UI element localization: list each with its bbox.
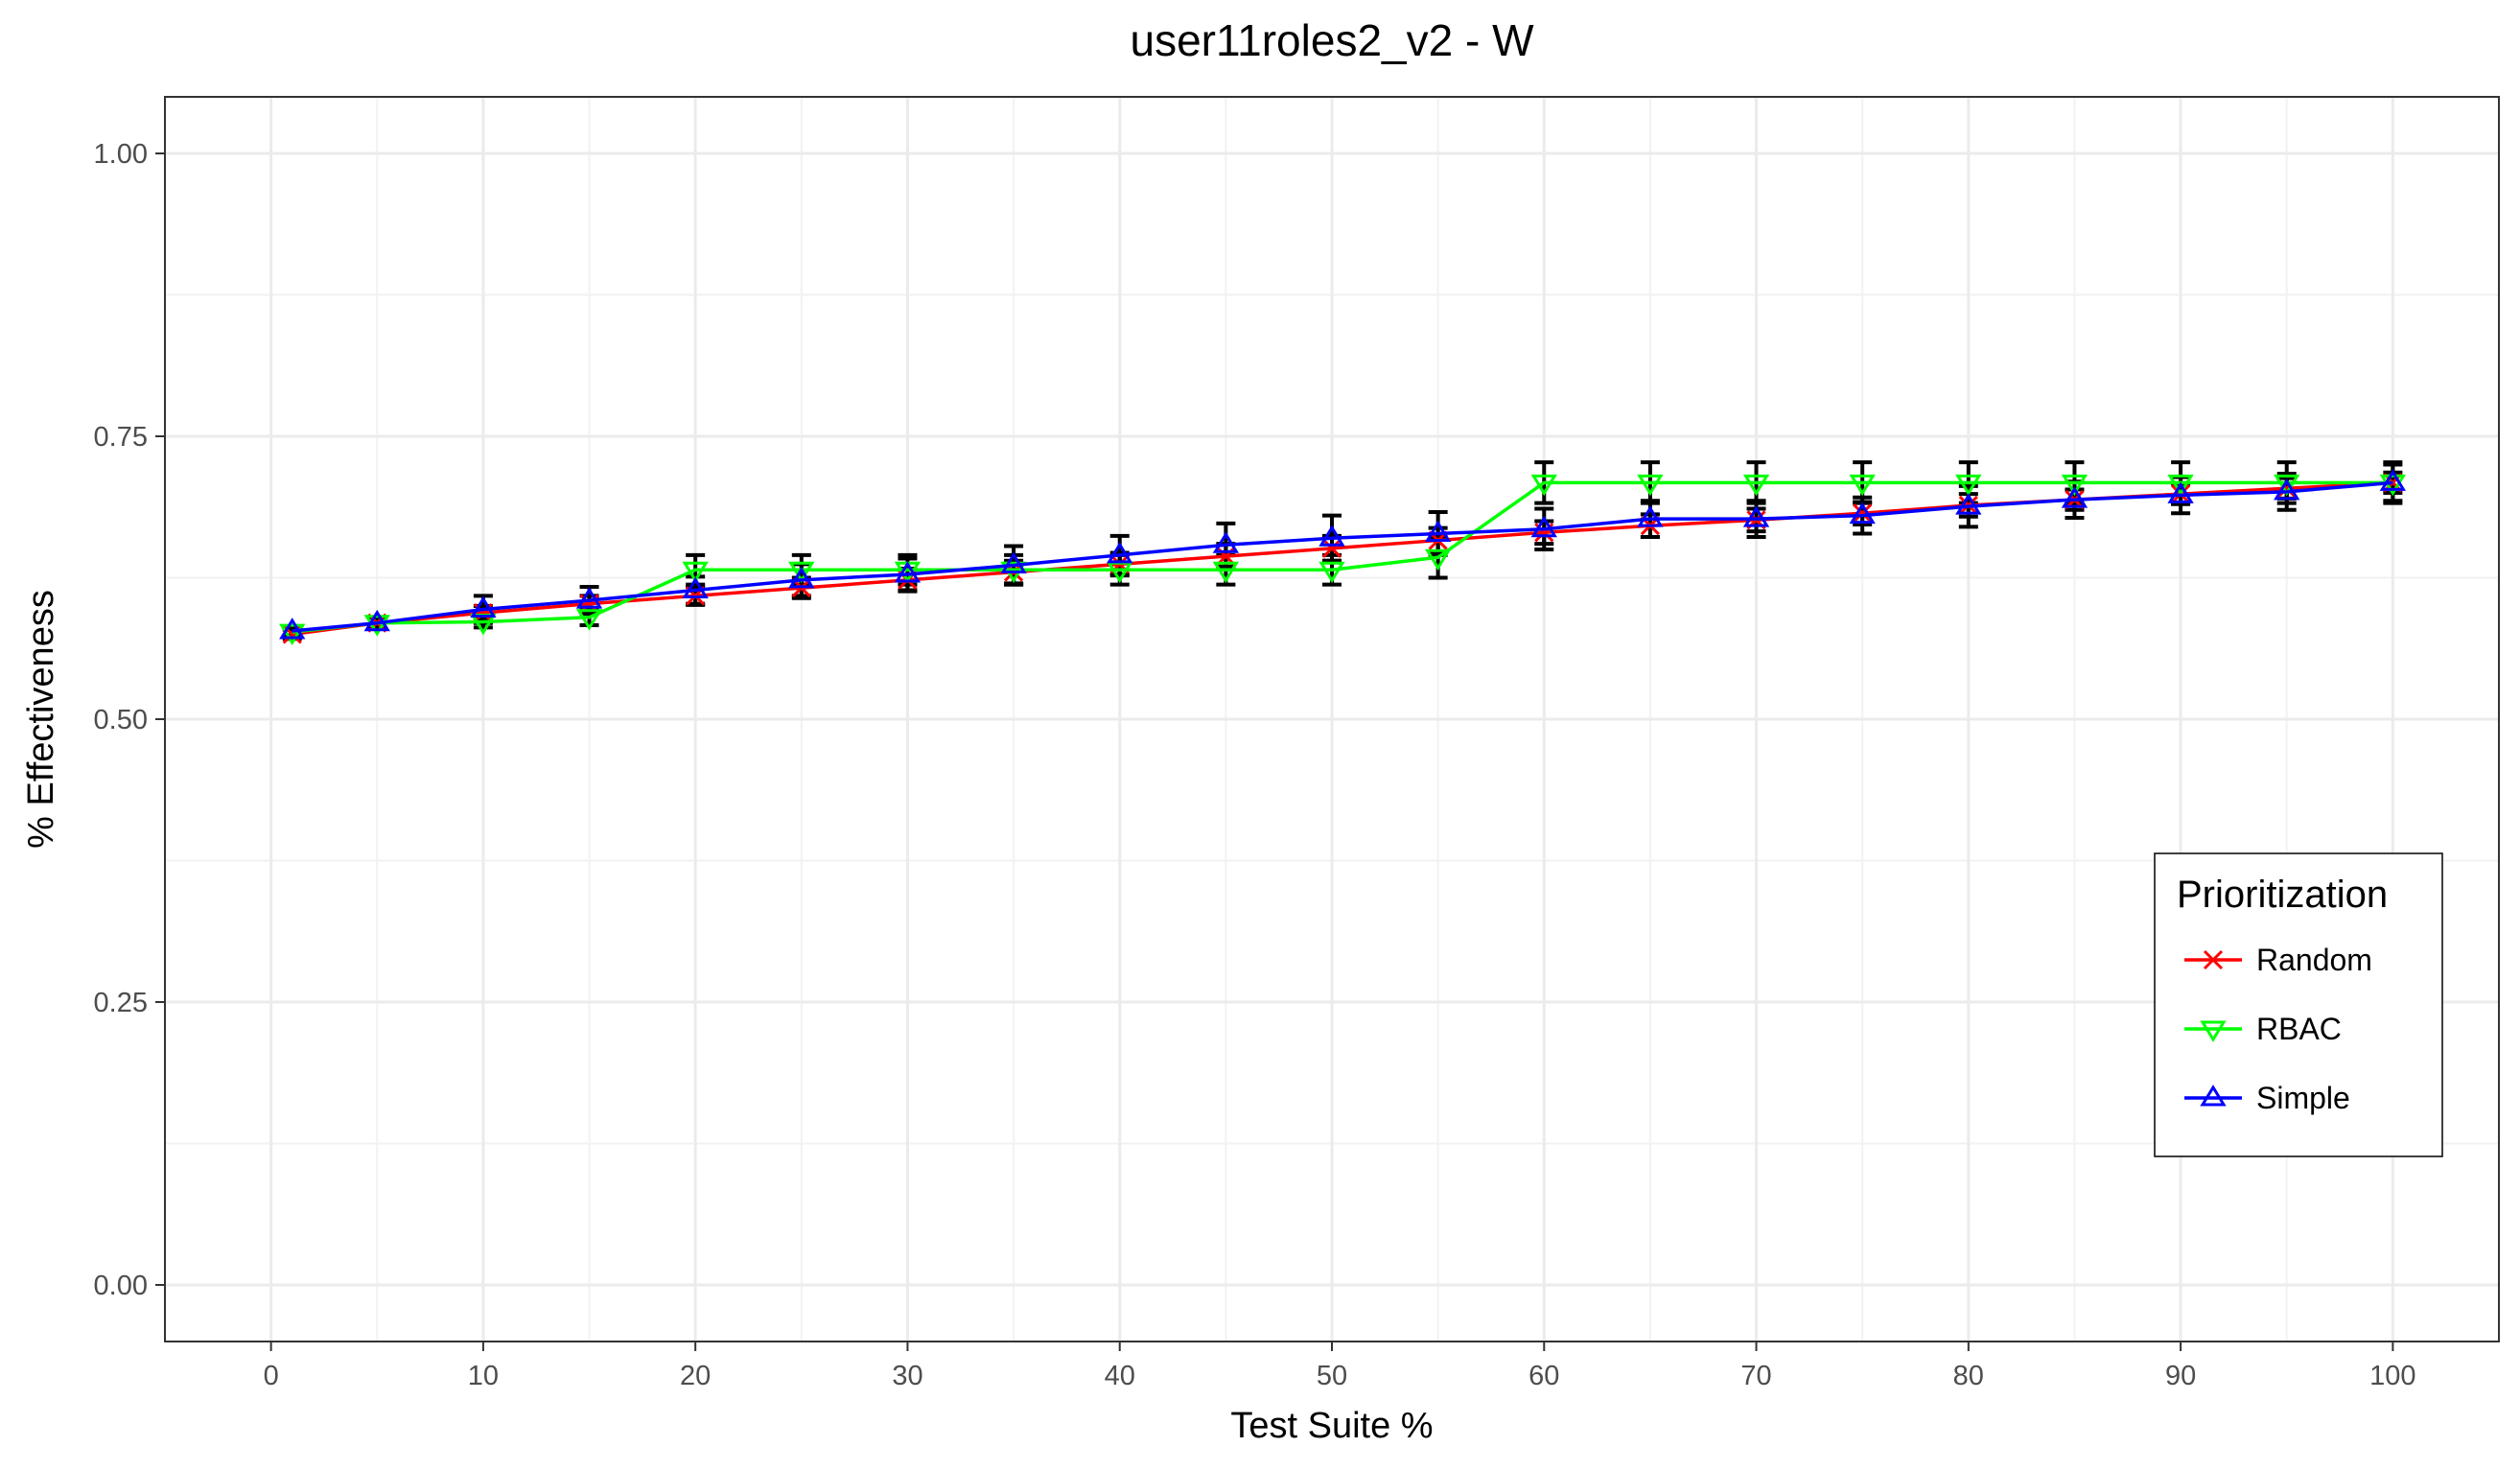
data-point-rbac bbox=[279, 623, 306, 646]
grid-layer bbox=[165, 97, 2499, 1342]
data-point-rbac bbox=[1424, 548, 1452, 572]
y-tick-label: 1.00 bbox=[94, 139, 148, 170]
data-point-rbac bbox=[682, 561, 709, 584]
y-axis-title: % Effectiveness bbox=[21, 590, 61, 849]
data-point-simple bbox=[1637, 505, 1664, 527]
data-point-simple bbox=[2274, 478, 2300, 501]
plot-panel-border bbox=[164, 96, 2500, 1342]
data-point-rbac bbox=[1212, 561, 1240, 584]
x-tick-label: 0 bbox=[264, 1361, 279, 1391]
data-point-simple bbox=[682, 576, 709, 598]
y-tick-label: 0.00 bbox=[94, 1271, 148, 1301]
data-point-rbac bbox=[1955, 474, 1982, 497]
legend-key-marker bbox=[2200, 1085, 2227, 1107]
data-point-simple bbox=[575, 587, 603, 609]
legend-key-marker bbox=[2200, 1020, 2227, 1042]
data-point-simple bbox=[1000, 551, 1027, 574]
data-point-rbac bbox=[1742, 474, 1770, 497]
x-tick-label: 70 bbox=[1740, 1361, 1771, 1391]
data-point-simple bbox=[1107, 542, 1133, 564]
data-point-simple bbox=[1849, 502, 1876, 525]
legend-entry-random: Random bbox=[2184, 943, 2372, 977]
data-point-rbac bbox=[1637, 474, 1664, 497]
data-point-simple bbox=[2379, 469, 2407, 491]
data-point-random bbox=[1853, 503, 1873, 524]
legend-entries: Random RBAC Simple bbox=[2184, 943, 2372, 1115]
data-point-rbac bbox=[2167, 474, 2194, 497]
data-point-rbac bbox=[575, 609, 603, 631]
y-tick-label: 0.50 bbox=[94, 705, 148, 735]
x-tick-label: 10 bbox=[468, 1361, 499, 1391]
data-point-rbac bbox=[2061, 474, 2088, 497]
data-point-simple bbox=[2167, 481, 2194, 503]
legend-label: Simple bbox=[2256, 1081, 2350, 1115]
y-tick-label: 0.75 bbox=[94, 422, 148, 453]
x-tick-label: 60 bbox=[1528, 1361, 1559, 1391]
data-point-rbac bbox=[1849, 474, 1876, 497]
data-point-simple bbox=[1212, 531, 1240, 553]
y-tick-label: 0.25 bbox=[94, 988, 148, 1018]
x-tick-label: 20 bbox=[680, 1361, 711, 1391]
legend-entry-rbac: RBAC bbox=[2184, 1012, 2342, 1046]
data-point-simple bbox=[1318, 525, 1345, 547]
legend-title: Prioritization bbox=[2177, 874, 2388, 916]
series-line-rbac bbox=[292, 480, 2393, 634]
data-point-simple bbox=[363, 609, 390, 632]
data-point-rbac bbox=[1318, 561, 1345, 584]
data-point-simple bbox=[788, 566, 815, 589]
data-point-simple bbox=[1424, 520, 1452, 542]
data-point-simple bbox=[894, 561, 922, 583]
x-tick-label: 100 bbox=[2369, 1361, 2415, 1391]
x-tick-label: 40 bbox=[1105, 1361, 1135, 1391]
series-line-simple bbox=[292, 480, 2393, 633]
legend-label: RBAC bbox=[2256, 1012, 2342, 1046]
data-point-random bbox=[1321, 538, 1342, 558]
x-tick-label: 80 bbox=[1953, 1361, 1984, 1391]
data-point-simple bbox=[470, 595, 497, 618]
x-axis-title: Test Suite % bbox=[1230, 1406, 1433, 1446]
x-tick-label: 90 bbox=[2165, 1361, 2196, 1391]
x-tick-label: 50 bbox=[1317, 1361, 1347, 1391]
chart-title: user11roles2_v2 - W bbox=[1131, 15, 1535, 65]
data-point-rbac bbox=[2274, 474, 2300, 497]
series-layer bbox=[279, 460, 2407, 646]
x-tick-label: 30 bbox=[892, 1361, 922, 1391]
data-point-simple bbox=[1742, 505, 1770, 527]
data-point-simple bbox=[1530, 515, 1557, 538]
data-point-simple bbox=[1955, 493, 1982, 515]
legend-key-marker bbox=[2203, 949, 2224, 970]
data-point-rbac bbox=[788, 561, 815, 584]
data-point-rbac bbox=[1530, 474, 1557, 497]
legend-entry-simple: Simple bbox=[2184, 1081, 2350, 1115]
data-point-simple bbox=[279, 618, 306, 640]
legend: Prioritization Random RBAC Simple bbox=[2154, 852, 2443, 1157]
data-point-simple bbox=[2061, 486, 2088, 508]
axis-layer: 0 10 20 30 40 50 60 70 80 90 100 0.00 0.25 0.50 0.75 1.… bbox=[94, 139, 2416, 1391]
legend-label: Random bbox=[2256, 943, 2372, 977]
series-simple bbox=[279, 469, 2407, 640]
